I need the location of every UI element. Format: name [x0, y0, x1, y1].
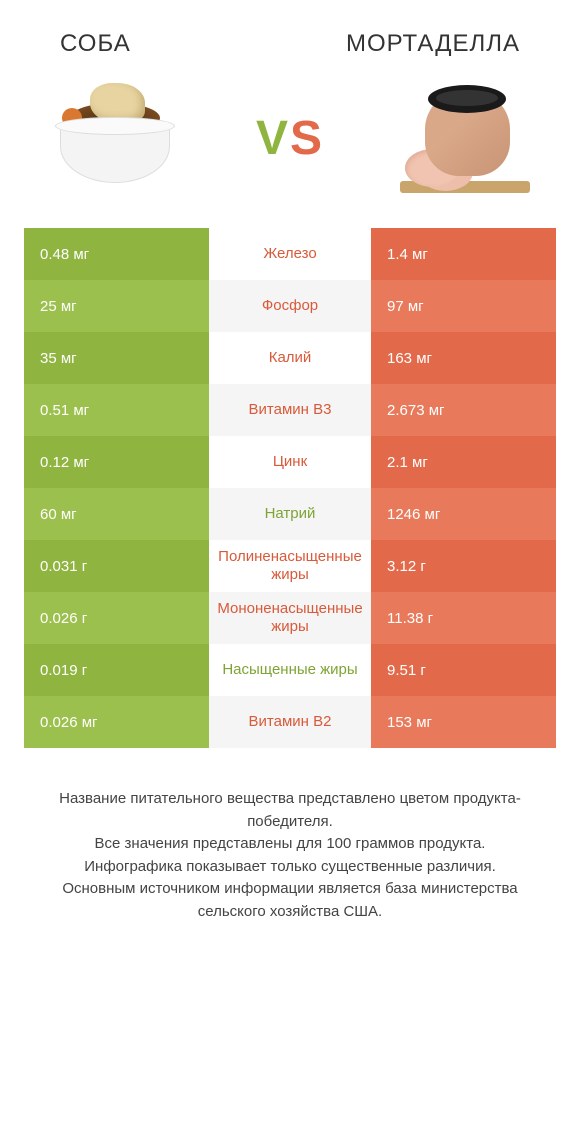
cell-right-value: 97 мг: [371, 280, 556, 332]
cell-nutrient-name: Цинк: [209, 436, 371, 488]
table-row: 0.12 мгЦинк2.1 мг: [24, 436, 556, 488]
table-row: 35 мгКалий163 мг: [24, 332, 556, 384]
food-image-right: [390, 78, 540, 198]
cell-left-value: 0.12 мг: [24, 436, 209, 488]
images-row: VS: [0, 68, 580, 228]
cell-left-value: 0.031 г: [24, 540, 209, 592]
cell-nutrient-name: Насыщенные жиры: [209, 644, 371, 696]
title-left: Соба: [60, 30, 131, 58]
cell-left-value: 25 мг: [24, 280, 209, 332]
cell-right-value: 11.38 г: [371, 592, 556, 644]
table-row: 0.026 гМононенасыщенные жиры11.38 г: [24, 592, 556, 644]
footer-line-3: Инфографика показывает только существенн…: [30, 856, 550, 879]
cell-left-value: 0.019 г: [24, 644, 209, 696]
comparison-table: 0.48 мгЖелезо1.4 мг25 мгФосфор97 мг35 мг…: [0, 228, 580, 748]
cell-nutrient-name: Натрий: [209, 488, 371, 540]
table-row: 0.031 гПолиненасыщенные жиры3.12 г: [24, 540, 556, 592]
footer-line-1: Название питательного вещества представл…: [30, 788, 550, 833]
table-row: 0.026 мгВитамин B2153 мг: [24, 696, 556, 748]
cell-right-value: 163 мг: [371, 332, 556, 384]
cell-nutrient-name: Фосфор: [209, 280, 371, 332]
footer-notes: Название питательного вещества представл…: [0, 748, 580, 943]
cell-right-value: 2.673 мг: [371, 384, 556, 436]
cell-left-value: 35 мг: [24, 332, 209, 384]
footer-line-2: Все значения представлены для 100 граммо…: [30, 833, 550, 856]
cell-right-value: 1.4 мг: [371, 228, 556, 280]
cell-right-value: 3.12 г: [371, 540, 556, 592]
table-row: 60 мгНатрий1246 мг: [24, 488, 556, 540]
vs-label: VS: [256, 111, 324, 166]
titles-row: Соба Мортаделла: [0, 0, 580, 68]
cell-right-value: 9.51 г: [371, 644, 556, 696]
table-row: 0.51 мгВитамин B32.673 мг: [24, 384, 556, 436]
cell-left-value: 0.026 г: [24, 592, 209, 644]
cell-left-value: 0.51 мг: [24, 384, 209, 436]
vs-s: S: [290, 112, 324, 165]
cell-nutrient-name: Калий: [209, 332, 371, 384]
cell-right-value: 1246 мг: [371, 488, 556, 540]
cell-nutrient-name: Витамин B3: [209, 384, 371, 436]
footer-line-4: Основным источником информации является …: [30, 878, 550, 923]
title-right: Мортаделла: [346, 30, 520, 58]
cell-right-value: 2.1 мг: [371, 436, 556, 488]
food-image-left: [40, 78, 190, 198]
cell-left-value: 60 мг: [24, 488, 209, 540]
cell-nutrient-name: Витамин B2: [209, 696, 371, 748]
cell-nutrient-name: Железо: [209, 228, 371, 280]
cell-right-value: 153 мг: [371, 696, 556, 748]
cell-left-value: 0.026 мг: [24, 696, 209, 748]
table-row: 0.48 мгЖелезо1.4 мг: [24, 228, 556, 280]
table-row: 25 мгФосфор97 мг: [24, 280, 556, 332]
cell-nutrient-name: Мононенасыщенные жиры: [209, 592, 371, 644]
vs-v: V: [256, 112, 290, 165]
cell-left-value: 0.48 мг: [24, 228, 209, 280]
soba-bowl-icon: [50, 93, 180, 183]
mortadella-icon: [400, 83, 530, 193]
table-row: 0.019 гНасыщенные жиры9.51 г: [24, 644, 556, 696]
cell-nutrient-name: Полиненасыщенные жиры: [209, 540, 371, 592]
